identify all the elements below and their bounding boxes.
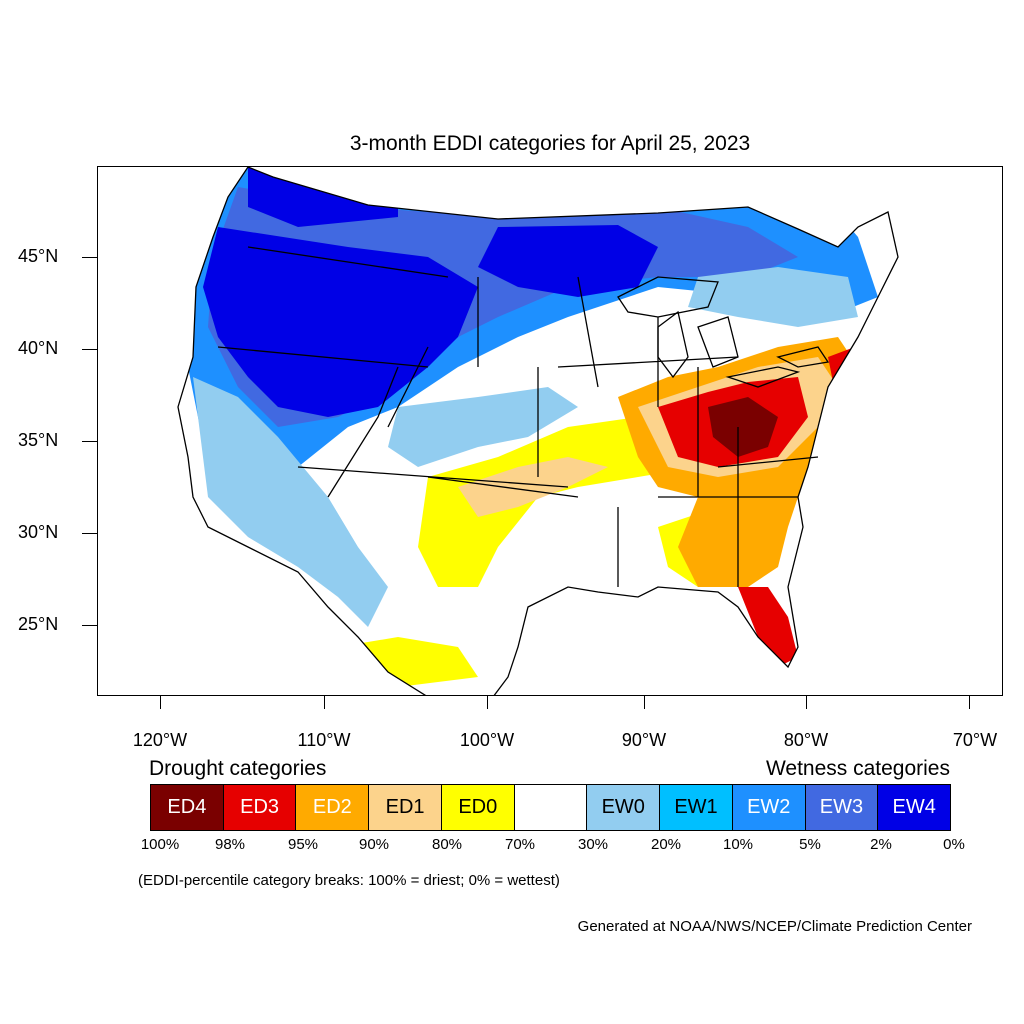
pct-label-95: 95% (287, 836, 319, 853)
lon-tick-100 (487, 696, 488, 709)
legend-cell-ed2: ED2 (296, 785, 370, 830)
legend-cell-ew2: EW2 (732, 785, 806, 830)
legend-cell-ew3: EW3 (805, 785, 879, 830)
drought-heading: Drought categories (149, 757, 327, 780)
lon-tick-90 (644, 696, 645, 709)
legend-bar: ED4 ED3 ED2 ED1 ED0 EW0 EW1 EW2 EW3 EW4 (150, 784, 951, 831)
lat-tick-40 (82, 349, 97, 350)
pct-label-0: 0% (943, 836, 965, 853)
legend-cell-neutral (514, 785, 588, 830)
lat-tick-35 (82, 441, 97, 442)
map-title: 3-month EDDI categories for April 25, 20… (349, 132, 751, 155)
lon-tick-80 (806, 696, 807, 709)
legend-cell-ed3: ED3 (223, 785, 297, 830)
category-break-note: (EDDI-percentile category breaks: 100% =… (138, 872, 560, 889)
lat-label-40: 40°N (18, 338, 59, 358)
lon-tick-120 (160, 696, 161, 709)
pct-label-90: 90% (358, 836, 390, 853)
pct-label-20: 20% (650, 836, 682, 853)
map-frame (97, 166, 1003, 696)
credit-line: Generated at NOAA/NWS/NCEP/Climate Predi… (577, 918, 972, 935)
lat-tick-30 (82, 533, 97, 534)
lon-label-80: 80°W (783, 730, 829, 750)
lon-label-110: 110°W (297, 730, 351, 750)
lon-tick-110 (324, 696, 325, 709)
legend-cell-ed0: ED0 (441, 785, 515, 830)
pct-label-80: 80% (431, 836, 463, 853)
pct-label-70: 70% (504, 836, 536, 853)
pct-label-5: 5% (799, 836, 821, 853)
legend-cell-ew1: EW1 (660, 785, 733, 830)
pct-label-10: 10% (722, 836, 754, 853)
lon-label-120: 120°W (132, 730, 188, 750)
boundaries (177, 167, 899, 695)
legend-cell-ed4: ED4 (151, 785, 224, 830)
lat-label-35: 35°N (18, 430, 59, 450)
pct-label-100: 100% (140, 836, 180, 853)
lat-tick-25 (82, 625, 97, 626)
pct-label-30: 30% (577, 836, 609, 853)
legend-cell-ew4: EW4 (878, 785, 951, 830)
pct-label-2: 2% (870, 836, 892, 853)
lat-label-25: 25°N (18, 614, 59, 634)
eddi-map (177, 167, 899, 695)
lat-tick-45 (82, 257, 97, 258)
legend-cell-ew0: EW0 (587, 785, 661, 830)
lon-label-100: 100°W (459, 730, 515, 750)
lat-label-45: 45°N (18, 246, 59, 266)
pct-label-98: 98% (214, 836, 246, 853)
lat-label-30: 30°N (18, 522, 59, 542)
lon-label-90: 90°W (621, 730, 667, 750)
wetness-heading: Wetness categories (765, 757, 950, 780)
lon-label-70: 70°W (952, 730, 998, 750)
lon-tick-70 (969, 696, 970, 709)
eddi-fill (178, 167, 898, 695)
legend-cell-ed1: ED1 (369, 785, 442, 830)
